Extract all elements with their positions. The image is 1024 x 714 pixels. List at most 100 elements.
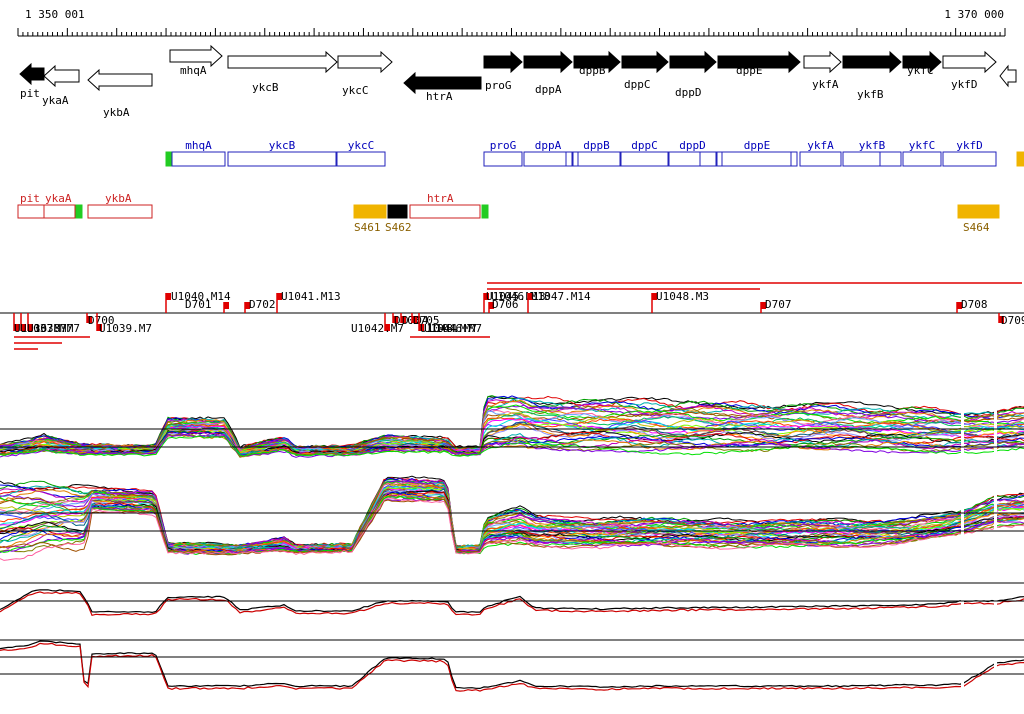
gene-box-label-dppE[interactable]: dppE (744, 139, 771, 152)
gene-box-ykfD[interactable] (942, 151, 997, 167)
gene-arrow-ykfA[interactable] (803, 50, 842, 74)
annotation-label-ykaA[interactable]: ykaA (45, 192, 72, 205)
data-gaps (961, 395, 997, 706)
gene-box-label-dppD[interactable]: dppD (679, 139, 706, 152)
gene-box-ykcB[interactable] (227, 151, 337, 167)
gene-label-ykaA: ykaA (42, 94, 69, 107)
gene-box-dppC[interactable] (620, 151, 669, 167)
segment-label-D709: D709 (1001, 314, 1024, 327)
gene-box-label-ykcB[interactable]: ykcB (269, 139, 296, 152)
data-gap (994, 633, 997, 706)
segment-flag (21, 324, 26, 331)
ruler-end-coordinate: 1 370 000 (944, 8, 1004, 21)
gene-arrow-ykcC[interactable] (337, 50, 393, 74)
gene-box-label-dppC[interactable]: dppC (631, 139, 658, 152)
gene-label-ykfB: ykfB (857, 88, 884, 101)
profile-line (0, 397, 1024, 451)
gene-box-track: mhqA ykcB ykcC proG dppA dppB dppC dppD dppE ykfA… (165, 139, 1024, 167)
gene-box-label-ykfD[interactable]: ykfD (956, 139, 983, 152)
gene-box-dppB[interactable] (572, 151, 621, 167)
segment-label-U1046.M7: U1046.M7 (429, 322, 482, 335)
gene-box-ykfB[interactable] (842, 151, 902, 167)
gene-arrow-dppC[interactable] (621, 50, 669, 74)
annotation-label-pit[interactable]: pit (20, 192, 40, 205)
gene-box-label-dppB[interactable]: dppB (583, 139, 610, 152)
data-gap (961, 585, 964, 619)
expression-profile-lower (0, 475, 1024, 561)
annotation-box-htrA[interactable] (409, 204, 481, 219)
segment-label-D706: D706 (492, 298, 519, 311)
annotation-label-ykbA[interactable]: ykbA (105, 192, 132, 205)
annotation-label-S462[interactable]: S462 (385, 221, 412, 234)
profile-line (0, 411, 1024, 453)
gene-box-label-ykfA[interactable]: ykfA (807, 139, 834, 152)
gene-arrow-mhqA[interactable] (169, 44, 223, 68)
gene-arrow-ykcB[interactable] (227, 50, 338, 74)
gene-label-ykbA: ykbA (103, 106, 130, 119)
gene-label-pit: pit (20, 87, 40, 100)
annotation-label-S461[interactable]: S461 (354, 221, 381, 234)
gene-box-dppA[interactable] (523, 151, 573, 167)
segment-label-U1040.M14: U1040.M14 (171, 290, 231, 303)
gene-arrow-dppE[interactable] (717, 50, 801, 74)
gene-arrow-proG[interactable] (483, 50, 523, 74)
gene-box-label-ykfC[interactable]: ykfC (909, 139, 936, 152)
segment-label-U1043.M7: U1043.M7 (420, 322, 473, 335)
gene-box-label-ykfB[interactable]: ykfB (859, 139, 886, 152)
gene-box-dppE[interactable] (716, 151, 798, 167)
expression-profile-upper (0, 395, 1024, 458)
data-gap (994, 395, 997, 474)
annotation-box-pit[interactable] (17, 204, 45, 219)
annotation-box-track: pit ykaA ykbA S461 S462 htrA S464 (17, 192, 1000, 234)
gene-label-dppD: dppD (675, 86, 702, 99)
gene-label-proG: proG (485, 79, 512, 92)
segment-label-U1038.M7: U1038.M7 (27, 322, 80, 335)
summary-line-red (0, 591, 1024, 617)
segment-label-U1036.M7: U1036.M7 (14, 322, 67, 335)
gene-label-dppE: dppE (736, 64, 763, 77)
annotation-box-green (481, 204, 489, 219)
annotation-label-S464[interactable]: S464 (963, 221, 990, 234)
gene-arrow-pit[interactable] (19, 62, 45, 86)
segment-flag (489, 302, 494, 309)
gene-arrow-dppD[interactable] (669, 50, 717, 74)
gene-label-htrA: htrA (426, 90, 453, 103)
gene-arrow-ykfB[interactable] (842, 50, 902, 74)
annotation-box-S461[interactable] (353, 204, 387, 219)
annotation-box-ykaA[interactable] (43, 204, 76, 219)
profile-line (0, 498, 1024, 556)
gene-box-ykfC[interactable] (902, 151, 942, 167)
gene-box-label-mhqA[interactable]: mhqA (185, 139, 212, 152)
gene-arrow-ykfD[interactable] (942, 50, 997, 74)
annotation-box-S464[interactable] (957, 204, 1000, 219)
gene-arrow-htrA[interactable] (403, 71, 482, 95)
segment-label-D708: D708 (961, 298, 988, 311)
gene-arrow-ykbA[interactable] (87, 68, 153, 92)
gene-arrow-dppB[interactable] (573, 50, 621, 74)
segment-label-D701: D701 (185, 298, 212, 311)
profile-line (0, 395, 1024, 450)
profile-line (0, 497, 1024, 561)
gene-arrow-dppA[interactable] (523, 50, 573, 74)
profile-line (0, 435, 1024, 457)
segment-label-U1046.M13: U1046.M13 (491, 290, 551, 303)
gene-box-ykfA[interactable] (799, 151, 842, 167)
segment-flag (652, 293, 657, 300)
annotation-box-ykbA[interactable] (87, 204, 153, 219)
gene-box-label-proG[interactable]: proG (490, 139, 517, 152)
gene-arrow-ykaA[interactable] (43, 64, 80, 88)
segment-flag (957, 302, 962, 309)
gene-arrow-ykfC[interactable] (902, 50, 942, 74)
annotation-label-htrA[interactable]: htrA (427, 192, 454, 205)
profile-line (0, 480, 1024, 548)
gene-box-label-ykcC[interactable]: ykcC (348, 139, 375, 152)
segment-flag (761, 302, 766, 309)
gene-box-mhqA[interactable] (171, 151, 226, 167)
gene-arrow-gene-partial-right[interactable] (999, 64, 1017, 88)
gene-box-ykcC[interactable] (336, 151, 386, 167)
annotation-box-S462[interactable] (387, 204, 408, 219)
gene-box-label-dppA[interactable]: dppA (535, 139, 562, 152)
gene-box-proG[interactable] (483, 151, 523, 167)
gene-box-dppD[interactable] (668, 151, 717, 167)
